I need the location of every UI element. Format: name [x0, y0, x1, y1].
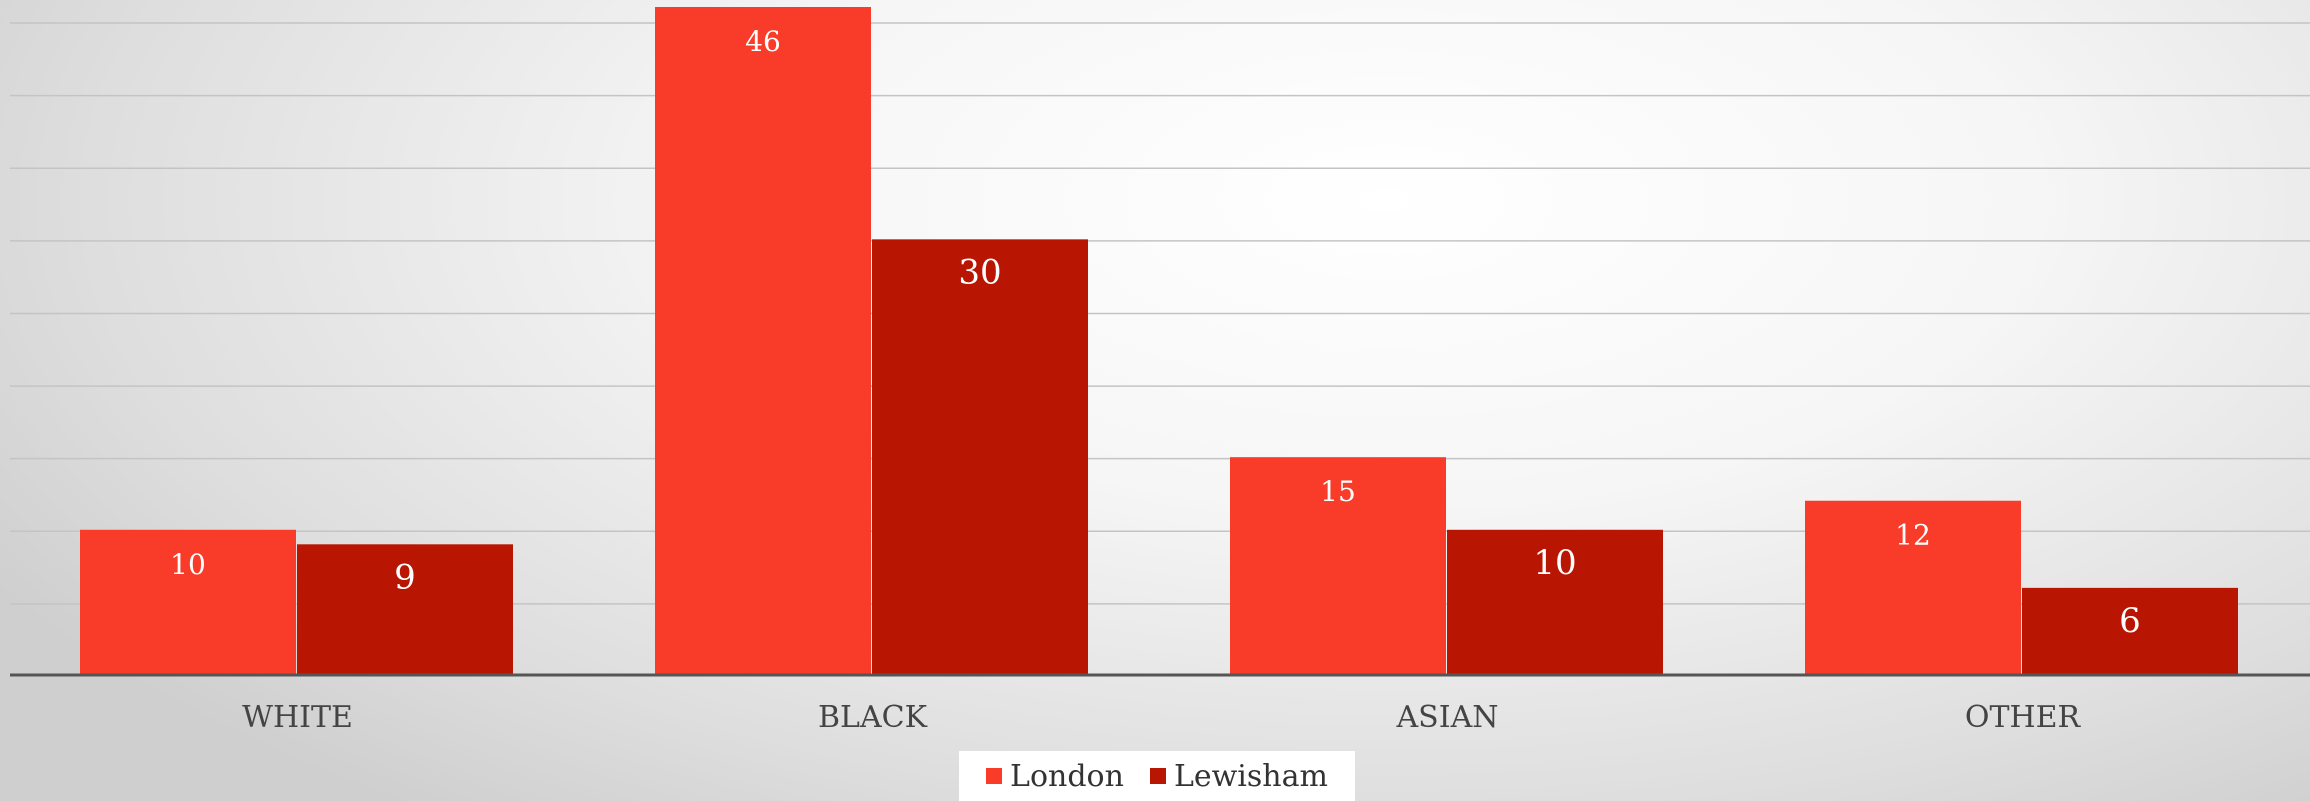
x-tick-label-asian: ASIAN: [1396, 700, 1499, 735]
data-label-lewisham-white: 9: [394, 557, 416, 597]
data-label-london-other: 12: [1895, 519, 1931, 552]
x-axis-ticks: WHITE BLACK ASIAN OTHER: [242, 700, 2081, 735]
bar-london-white: [80, 529, 296, 675]
data-label-lewisham-black: 30: [958, 252, 1001, 292]
legend-label-london: London: [1010, 758, 1124, 794]
bar-lewisham-black: [872, 239, 1088, 675]
gridlines: [10, 22, 2310, 605]
bar-london-black: [655, 7, 871, 675]
legend-swatch-london: [986, 768, 1003, 784]
legend-item-london: London: [986, 759, 1124, 794]
legend-swatch-lewisham: [1149, 768, 1166, 784]
data-label-london-black: 46: [745, 25, 781, 58]
data-label-london-white: 10: [170, 548, 206, 581]
data-labels: 10 9 46 30 15 10 12 6: [170, 25, 2141, 641]
x-tick-label-white: WHITE: [242, 700, 353, 735]
legend-label-lewisham: Lewisham: [1173, 758, 1328, 794]
bar-london-asian: [1230, 457, 1446, 675]
legend-item-lewisham: Lewisham: [1149, 758, 1328, 794]
bar-lewisham-asian: [1447, 529, 1663, 675]
legend: London Lewisham: [959, 751, 1355, 801]
data-label-lewisham-other: 6: [2119, 601, 2141, 641]
bars: [80, 7, 2238, 675]
x-tick-label-other: OTHER: [1965, 700, 2082, 735]
bar-lewisham-white: [297, 544, 513, 675]
data-label-lewisham-asian: 10: [1533, 543, 1576, 583]
x-tick-label-black: BLACK: [818, 700, 928, 735]
bar-london-other: [1805, 500, 2021, 675]
data-label-london-asian: 15: [1320, 475, 1356, 508]
bar-lewisham-other: [2022, 587, 2238, 675]
